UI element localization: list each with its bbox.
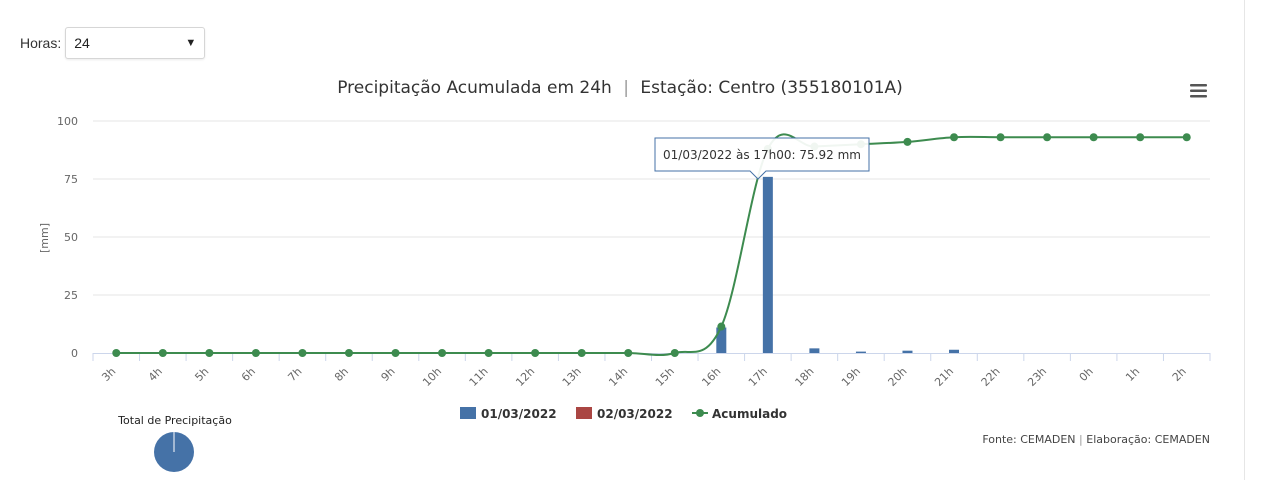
x-tick-label-17h: 17h [746, 365, 770, 389]
hours-select-value: 24 [74, 35, 90, 51]
x-tick-label-11h: 11h [467, 365, 491, 389]
x-tick-label-23h: 23h [1025, 365, 1049, 389]
point-acumulado-8h[interactable] [344, 349, 353, 357]
pie-title: Total de Precipitação [117, 414, 232, 427]
tooltip-text: 01/03/2022 às 17h00: 75.92 mm [663, 148, 861, 162]
credit-separator: | [1079, 433, 1083, 446]
line-acumulado [116, 133, 1187, 357]
x-tick-label-18h: 18h [792, 365, 816, 389]
x-tick-label-9h: 9h [379, 365, 398, 384]
right-divider [1244, 0, 1245, 480]
legend-item-01-03-2022[interactable]: 01/03/2022 [460, 407, 557, 421]
point-acumulado-12h[interactable] [531, 349, 540, 357]
bar-01-03-2022-20h[interactable] [902, 350, 913, 353]
bar-01-03-2022-19h[interactable] [855, 351, 866, 353]
legend-item-02-03-2022[interactable]: 02/03/2022 [576, 407, 673, 421]
chart-credit: Fonte: CEMADEN | Elaboração: CEMADEN [982, 433, 1210, 446]
legend-swatch-02-03-2022 [576, 407, 592, 419]
point-acumulado-10h[interactable] [438, 349, 447, 357]
legend-marker-acumulado [696, 409, 704, 417]
y-tick-label-25: 25 [64, 289, 78, 302]
bar-01-03-2022-16h[interactable] [716, 327, 727, 353]
context-menu-button[interactable] [1186, 80, 1212, 102]
point-acumulado-20h[interactable] [903, 137, 912, 146]
point-acumulado-6h[interactable] [251, 349, 260, 357]
x-tick-label-4h: 4h [146, 365, 165, 384]
point-acumulado-0h[interactable] [1089, 133, 1098, 142]
y-tick-label-0: 0 [71, 347, 78, 360]
point-acumulado-4h[interactable] [158, 349, 167, 357]
y-axis-label: [mm] [38, 223, 51, 253]
y-tick-label-75: 75 [64, 173, 78, 186]
legend-label-acumulado: Acumulado [712, 407, 787, 421]
chart-title-separator: | [623, 78, 629, 98]
x-tick-label-21h: 21h [932, 365, 956, 389]
point-acumulado-3h[interactable] [112, 349, 121, 357]
point-acumulado-1h[interactable] [1136, 133, 1145, 142]
point-acumulado-2h[interactable] [1182, 133, 1191, 142]
x-tick-label-13h: 13h [560, 365, 584, 389]
x-tick-label-12h: 12h [513, 365, 537, 389]
legend-swatch-01-03-2022 [460, 407, 476, 419]
hours-control: Horas: 24 ▼ [20, 27, 206, 59]
legend-label-02-03-2022: 02/03/2022 [597, 407, 673, 421]
point-acumulado-13h[interactable] [577, 349, 586, 357]
point-acumulado-22h[interactable] [996, 133, 1005, 142]
legend: 01/03/2022 02/03/2022 Acumulado [460, 407, 787, 421]
point-acumulado-23h[interactable] [1043, 133, 1052, 142]
x-tick-label-5h: 5h [192, 365, 211, 384]
credit-made-by: Elaboração: CEMADEN [1086, 433, 1210, 446]
x-tick-label-7h: 7h [285, 365, 304, 384]
x-tick-label-8h: 8h [332, 365, 351, 384]
chevron-down-icon: ▼ [185, 37, 197, 49]
bar-01-03-2022-17h[interactable] [762, 176, 773, 353]
x-tick-label-22h: 22h [979, 365, 1003, 389]
x-tick-label-10h: 10h [420, 365, 444, 389]
y-tick-label-50: 50 [64, 231, 78, 244]
chart-title-main: Precipitação Acumulada em 24h [337, 78, 612, 98]
menu-icon [1190, 84, 1207, 98]
x-tick-label-20h: 20h [886, 365, 910, 389]
x-tick-label-19h: 19h [839, 365, 863, 389]
x-tick-label-2h: 2h [1170, 365, 1189, 384]
point-acumulado-11h[interactable] [484, 349, 493, 357]
point-acumulado-15h[interactable] [670, 349, 679, 357]
point-acumulado-7h[interactable] [298, 349, 307, 357]
chart-title: Precipitação Acumulada em 24h | Estação:… [337, 78, 903, 98]
legend-item-acumulado[interactable]: Acumulado [692, 407, 787, 421]
x-tick-label-1h: 1h [1123, 365, 1142, 384]
y-tick-label-100: 100 [57, 115, 78, 128]
tooltip-box [654, 137, 870, 180]
bar-01-03-2022-18h[interactable] [809, 348, 820, 353]
x-tick-label-15h: 15h [653, 365, 677, 389]
hours-select[interactable]: 24 ▼ [65, 27, 206, 59]
hours-label: Horas: [20, 35, 62, 51]
point-acumulado-5h[interactable] [205, 349, 214, 357]
x-tick-label-0h: 0h [1077, 365, 1096, 384]
chart-title-station: Estação: Centro (355180101A) [640, 78, 902, 98]
x-tick-label-14h: 14h [606, 365, 630, 389]
credit-source: Fonte: CEMADEN [982, 433, 1076, 446]
legend-label-01-03-2022: 01/03/2022 [481, 407, 557, 421]
precipitation-chart: Precipitação Acumulada em 24h | Estação:… [38, 78, 1212, 472]
tooltip: 01/03/2022 às 17h00: 75.92 mm [654, 137, 870, 180]
point-acumulado-9h[interactable] [391, 349, 400, 357]
bar-01-03-2022-21h[interactable] [949, 349, 960, 353]
point-acumulado-16h[interactable] [717, 322, 726, 331]
x-tick-label-3h: 3h [99, 365, 118, 384]
x-tick-label-16h: 16h [699, 365, 723, 389]
x-tick-label-6h: 6h [239, 365, 258, 384]
point-acumulado-21h[interactable] [950, 133, 959, 142]
point-acumulado-14h[interactable] [624, 349, 633, 357]
